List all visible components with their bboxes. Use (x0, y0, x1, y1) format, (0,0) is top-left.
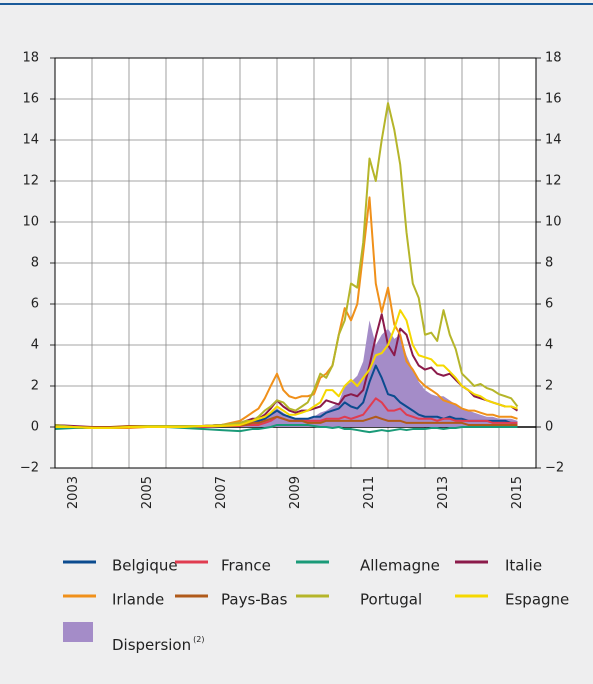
legend-label: Espagne (505, 591, 569, 609)
plot-frame (54, 57, 537, 469)
legend-label: Dispersion (2) (112, 635, 204, 654)
y-tick-label: 12 (22, 174, 39, 189)
y2-tick-label: 10 (545, 215, 562, 230)
y2-tick-label: 14 (545, 133, 562, 148)
x-tick-label: 2013 (436, 476, 451, 509)
line (54, 102, 519, 430)
y2-tick-label: 4 (545, 338, 553, 353)
x-tick-label: 2009 (288, 476, 303, 509)
y2-tick-label: 6 (545, 297, 553, 312)
x-tick-label: 2007 (214, 476, 229, 509)
area (55, 320, 518, 427)
line (54, 423, 518, 434)
y-tick-label: 0 (31, 420, 39, 435)
y-tick-label: 8 (31, 256, 39, 271)
y-tick-label: 18 (22, 51, 39, 66)
y2-tick-label: 8 (545, 256, 553, 271)
x-tick-label: 2011 (362, 476, 377, 509)
x-tick-label: 2005 (140, 476, 155, 509)
y2-tick-label: −2 (545, 461, 564, 476)
x-tick-label: 2015 (510, 476, 525, 509)
legend-swatch (63, 622, 93, 642)
y2-tick-label: 0 (545, 420, 553, 435)
x-tick-label: 2003 (66, 476, 81, 509)
legend-label: Dispersion (112, 636, 191, 654)
y-tick-label: 6 (31, 297, 39, 312)
line (55, 309, 518, 430)
legend-label: Pays-Bas (221, 591, 288, 609)
legend-label: Belgique (112, 557, 178, 575)
y2-tick-label: 18 (545, 51, 562, 66)
y2-tick-label: 12 (545, 174, 562, 189)
y-tick-label: 14 (22, 133, 39, 148)
y-tick-label: −2 (20, 461, 39, 476)
y-tick-label: 4 (31, 338, 39, 353)
y-tick-label: 16 (22, 92, 39, 107)
legend-label: France (221, 557, 271, 575)
legend-label: Italie (505, 557, 542, 575)
legend-label: Allemagne (360, 557, 440, 575)
legend-note: (2) (193, 635, 204, 644)
y2-tick-label: 16 (545, 92, 562, 107)
legend-label: Portugal (360, 591, 422, 609)
y2-tick-label: 2 (545, 379, 553, 394)
y-tick-label: 2 (31, 379, 39, 394)
y-tick-label: 10 (22, 215, 39, 230)
legend-label: Irlande (112, 591, 164, 609)
